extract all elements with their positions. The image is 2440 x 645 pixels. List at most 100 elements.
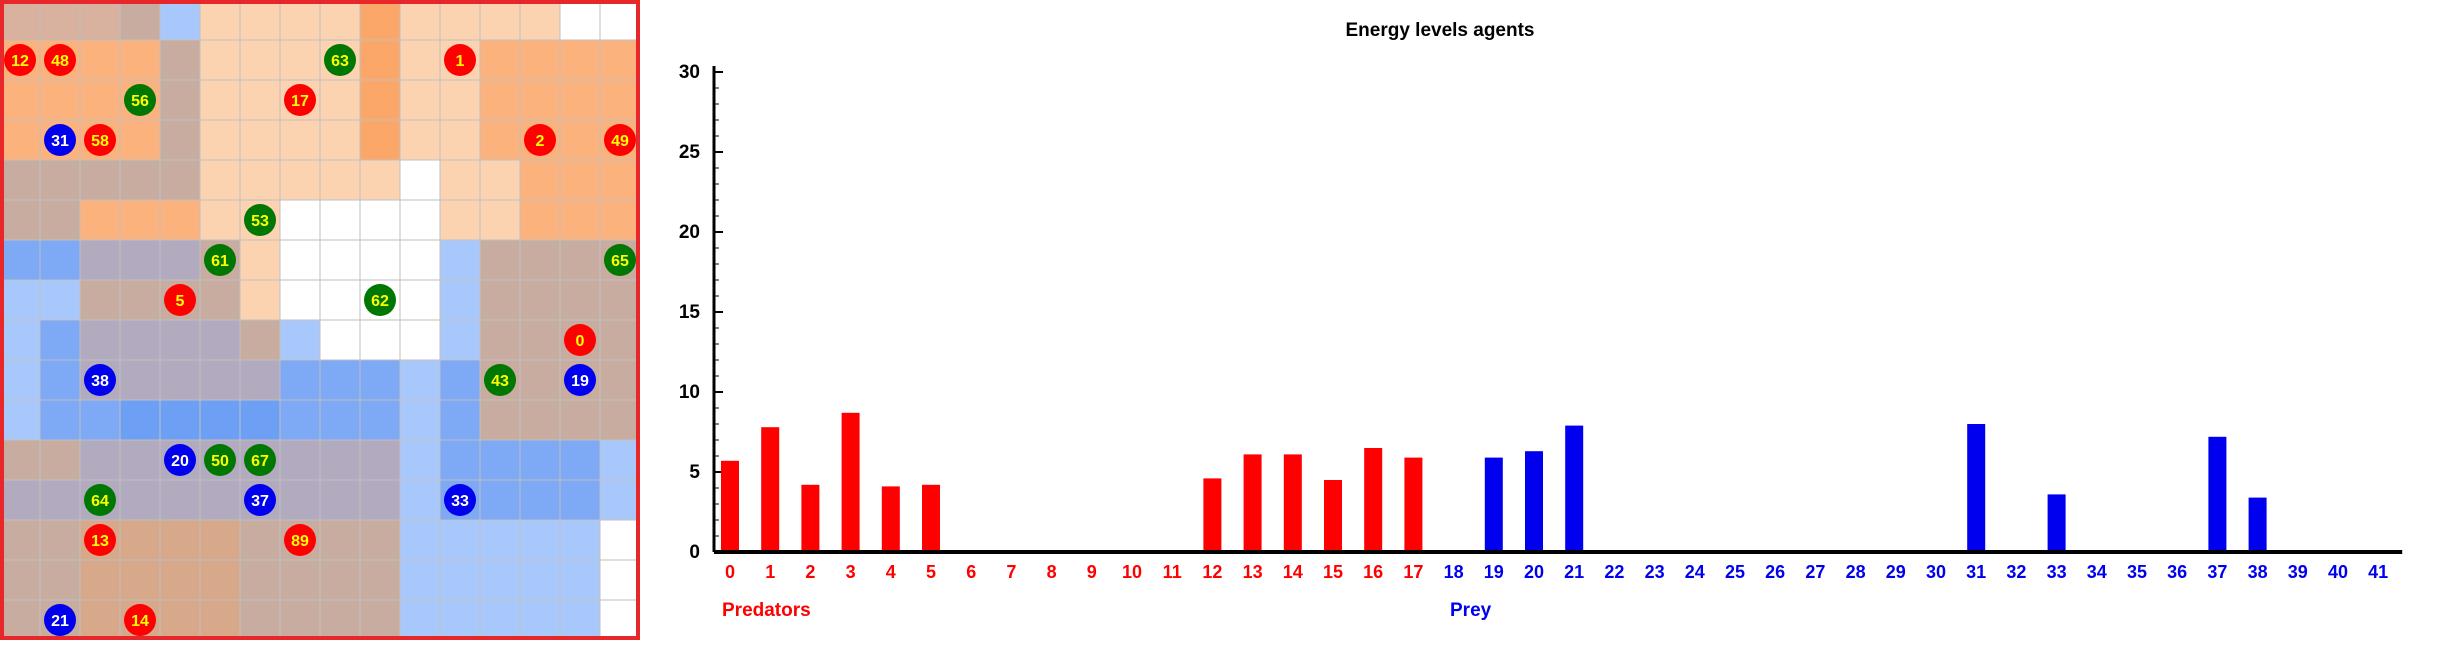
grid-cell — [359, 399, 401, 441]
grid-cell — [159, 399, 201, 441]
grid-cell — [0, 0, 41, 41]
grid-cell — [559, 119, 601, 161]
grid-cell — [559, 0, 601, 41]
grid-cell — [0, 599, 41, 641]
agent-predator[interactable] — [284, 84, 316, 116]
agent-plant[interactable] — [604, 244, 636, 276]
grid-cell — [279, 479, 321, 521]
agent-label: 63 — [331, 53, 349, 70]
bar — [1484, 457, 1503, 552]
agent-label: 43 — [491, 373, 509, 390]
grid-cell — [359, 479, 401, 521]
grid-cell — [319, 319, 361, 361]
grid-cell — [159, 559, 201, 601]
agent-predator[interactable] — [604, 124, 636, 156]
grid-cell — [119, 519, 161, 561]
x-tick-label: 36 — [2167, 562, 2187, 582]
grid-cell — [399, 359, 441, 401]
grid-cell — [159, 79, 201, 121]
agent-prey[interactable] — [564, 364, 596, 396]
y-tick-label: 20 — [679, 222, 700, 243]
grid-cell — [479, 479, 521, 521]
grid-cell — [279, 319, 321, 361]
grid-cell — [199, 359, 241, 401]
agent-predator[interactable] — [84, 124, 116, 156]
grid-cell — [119, 239, 161, 281]
grid-cell — [399, 599, 441, 641]
agent-plant[interactable] — [204, 244, 236, 276]
bar — [2208, 436, 2227, 552]
grid-cell — [239, 0, 281, 41]
grid-cell — [359, 319, 401, 361]
grid-cell — [359, 439, 401, 481]
grid-cell — [39, 519, 81, 561]
grid-cell — [559, 199, 601, 241]
agent-predator[interactable] — [44, 44, 76, 76]
grid-cell — [79, 319, 121, 361]
agent-prey[interactable] — [44, 604, 76, 636]
agent-plant[interactable] — [244, 204, 276, 236]
grid-cell — [79, 279, 121, 321]
agent-plant[interactable] — [484, 364, 516, 396]
grid-cell — [279, 599, 321, 641]
grid-cell — [559, 159, 601, 201]
agent-plant[interactable] — [244, 444, 276, 476]
grid-cell — [439, 519, 481, 561]
agent-prey[interactable] — [84, 364, 116, 396]
grid-cell — [599, 559, 641, 601]
agent-plant[interactable] — [84, 484, 116, 516]
x-tick-label: 5 — [926, 562, 936, 582]
agent-predator[interactable] — [444, 44, 476, 76]
grid-cell — [119, 399, 161, 441]
agent-predator[interactable] — [524, 124, 556, 156]
grid-cell — [39, 0, 81, 41]
agent-predator[interactable] — [4, 44, 36, 76]
agent-plant[interactable] — [124, 84, 156, 116]
grid-cell — [319, 159, 361, 201]
grid-cell — [399, 319, 441, 361]
x-tick-label: 13 — [1243, 562, 1263, 582]
x-tick-label: 12 — [1202, 562, 1222, 582]
agent-prey[interactable] — [164, 444, 196, 476]
grid-cell — [0, 119, 41, 161]
agent-prey[interactable] — [444, 484, 476, 516]
agent-predator[interactable] — [84, 524, 116, 556]
agent-predator[interactable] — [564, 324, 596, 356]
bar — [881, 486, 900, 552]
grid-cell — [479, 119, 521, 161]
grid-cell — [0, 439, 41, 481]
bar — [841, 412, 860, 552]
grid-canvas: 12 48 63 1 56 17 31 58 2 49 53 61 65 5 62 0 38 43 19 20 50 67… — [0, 0, 641, 641]
x-tick-label: 24 — [1685, 562, 1705, 582]
agent-predator[interactable] — [124, 604, 156, 636]
grid-cell — [439, 359, 481, 401]
agent-prey[interactable] — [244, 484, 276, 516]
grid-cell — [0, 519, 41, 561]
grid-cell — [519, 39, 561, 81]
x-tick-label: 18 — [1444, 562, 1464, 582]
grid-cell — [399, 119, 441, 161]
grid-cell — [479, 439, 521, 481]
x-tick-label: 2 — [805, 562, 815, 582]
agent-plant[interactable] — [324, 44, 356, 76]
y-tick-label: 5 — [689, 462, 700, 483]
agent-predator[interactable] — [284, 524, 316, 556]
x-tick-label: 10 — [1122, 562, 1142, 582]
grid-cell — [599, 79, 641, 121]
agent-label: 37 — [251, 493, 269, 510]
x-tick-label: 38 — [2248, 562, 2268, 582]
grid-cell — [239, 39, 281, 81]
bar — [801, 484, 820, 552]
grid-cell — [359, 39, 401, 81]
grid-cell — [399, 239, 441, 281]
agent-plant[interactable] — [204, 444, 236, 476]
agent-plant[interactable] — [364, 284, 396, 316]
agent-predator[interactable] — [164, 284, 196, 316]
agent-label: 48 — [51, 53, 69, 70]
grid-cell — [519, 599, 561, 641]
grid-cell — [39, 559, 81, 601]
agent-prey[interactable] — [44, 124, 76, 156]
grid-cell — [39, 279, 81, 321]
grid-cell — [159, 119, 201, 161]
x-tick-label: 40 — [2328, 562, 2348, 582]
